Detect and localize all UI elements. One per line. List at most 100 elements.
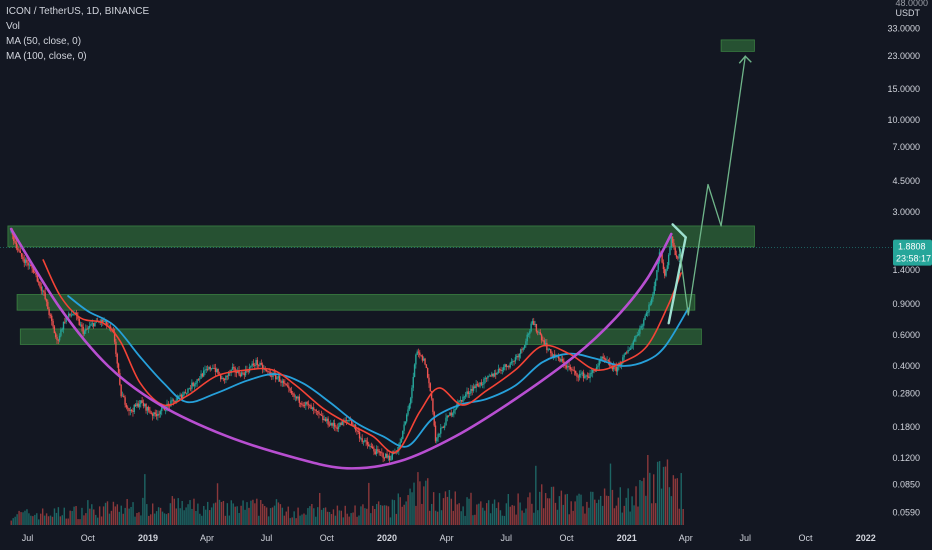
volume-bar: [218, 499, 221, 525]
volume-bar: [678, 508, 680, 525]
volume-bar: [405, 501, 407, 525]
volume-bar: [269, 508, 272, 525]
candle-body: [209, 366, 211, 370]
chart-legend: ICON / TetherUS, 1D, BINANCE Vol MA (50,…: [6, 4, 149, 64]
candle-body: [62, 321, 65, 330]
volume-bar: [672, 475, 675, 525]
candle-body: [647, 312, 649, 314]
candle-body: [140, 400, 142, 405]
candle-body: [116, 353, 118, 364]
candle-body: [666, 265, 669, 270]
candle-body: [78, 318, 80, 325]
volume-bar: [590, 491, 592, 525]
candle-body: [540, 334, 543, 341]
volume-bar: [434, 510, 437, 525]
volume-bar: [238, 512, 240, 525]
candle-body: [48, 309, 50, 315]
candle-body: [519, 349, 522, 354]
candle-body: [420, 355, 422, 356]
candle-body: [474, 386, 476, 388]
volume-bar: [568, 514, 570, 525]
candle-body: [89, 325, 91, 328]
volume-bar: [480, 501, 482, 525]
candle-body: [90, 324, 92, 326]
candle-body: [220, 374, 222, 380]
candle-body: [106, 320, 108, 327]
volume-bar: [505, 503, 508, 525]
volume-bar: [114, 506, 117, 525]
candle-body: [257, 365, 260, 366]
volume-bar: [242, 500, 244, 525]
volume-bar: [67, 518, 69, 525]
candle-body: [58, 335, 61, 341]
symbol-title[interactable]: ICON / TetherUS, 1D, BINANCE: [6, 6, 150, 17]
candle-body: [560, 359, 562, 362]
candle-body: [377, 449, 379, 451]
candle-body: [370, 446, 373, 448]
volume-bar: [352, 512, 354, 525]
volume-bar: [501, 515, 504, 525]
volume-bar: [340, 510, 343, 525]
volume-bar: [212, 503, 215, 525]
indicator-vol[interactable]: Vol: [6, 21, 20, 32]
candle-body: [588, 376, 590, 379]
volume-bar: [85, 513, 87, 525]
indicator-ma50[interactable]: MA (50, close, 0): [6, 36, 82, 47]
candle-body: [332, 423, 335, 426]
candle-body: [336, 427, 338, 429]
candle-body: [546, 342, 548, 351]
volume-bar: [173, 498, 176, 525]
candle-body: [598, 360, 600, 366]
volume-bar: [633, 505, 635, 525]
candle-body: [516, 356, 518, 358]
volume-bar: [611, 489, 614, 525]
candle-body: [527, 333, 530, 335]
volume-bar: [307, 508, 309, 525]
volume-bar: [670, 496, 673, 525]
volume-bars: [10, 455, 684, 525]
candle-body: [87, 327, 90, 329]
candle-body: [429, 383, 431, 392]
volume-bar: [395, 513, 398, 525]
volume-bar: [315, 516, 317, 525]
volume-bar: [122, 513, 124, 525]
candle-body: [44, 292, 46, 300]
volume-bar: [320, 509, 323, 525]
candle-body: [314, 409, 316, 411]
candle-body: [121, 395, 124, 397]
volume-bar: [313, 508, 315, 525]
volume-bar: [668, 487, 671, 525]
candle-body: [390, 459, 392, 461]
candle-body: [664, 269, 666, 276]
candle-body: [340, 422, 342, 426]
candle-body: [426, 368, 429, 378]
x-tick-label: Jul: [22, 533, 34, 543]
candle-body: [500, 369, 502, 371]
candle-body: [19, 250, 22, 254]
candle-body: [225, 375, 227, 380]
indicator-ma100[interactable]: MA (100, close, 0): [6, 51, 87, 62]
candle-body: [320, 414, 323, 416]
volume-bar: [36, 513, 38, 525]
volume-bar: [205, 509, 207, 525]
volume-bar: [464, 515, 466, 525]
volume-bar: [258, 515, 260, 525]
candle-body: [645, 312, 648, 317]
volume-bar: [87, 500, 89, 525]
candle-body: [667, 254, 670, 266]
candle-body: [622, 357, 624, 364]
y-tick-label: 0.2800: [892, 388, 920, 398]
candle-body: [648, 304, 650, 313]
candle-body: [193, 384, 196, 386]
candle-body: [65, 317, 67, 322]
candle-body: [538, 332, 540, 333]
candle-body: [544, 342, 547, 346]
candle-body: [210, 368, 213, 370]
volume-bar: [391, 499, 394, 525]
candle-body: [136, 403, 138, 407]
candle-body: [309, 404, 311, 406]
volume-bar: [552, 486, 555, 525]
volume-bar: [489, 513, 492, 525]
volume-bar: [653, 474, 655, 525]
